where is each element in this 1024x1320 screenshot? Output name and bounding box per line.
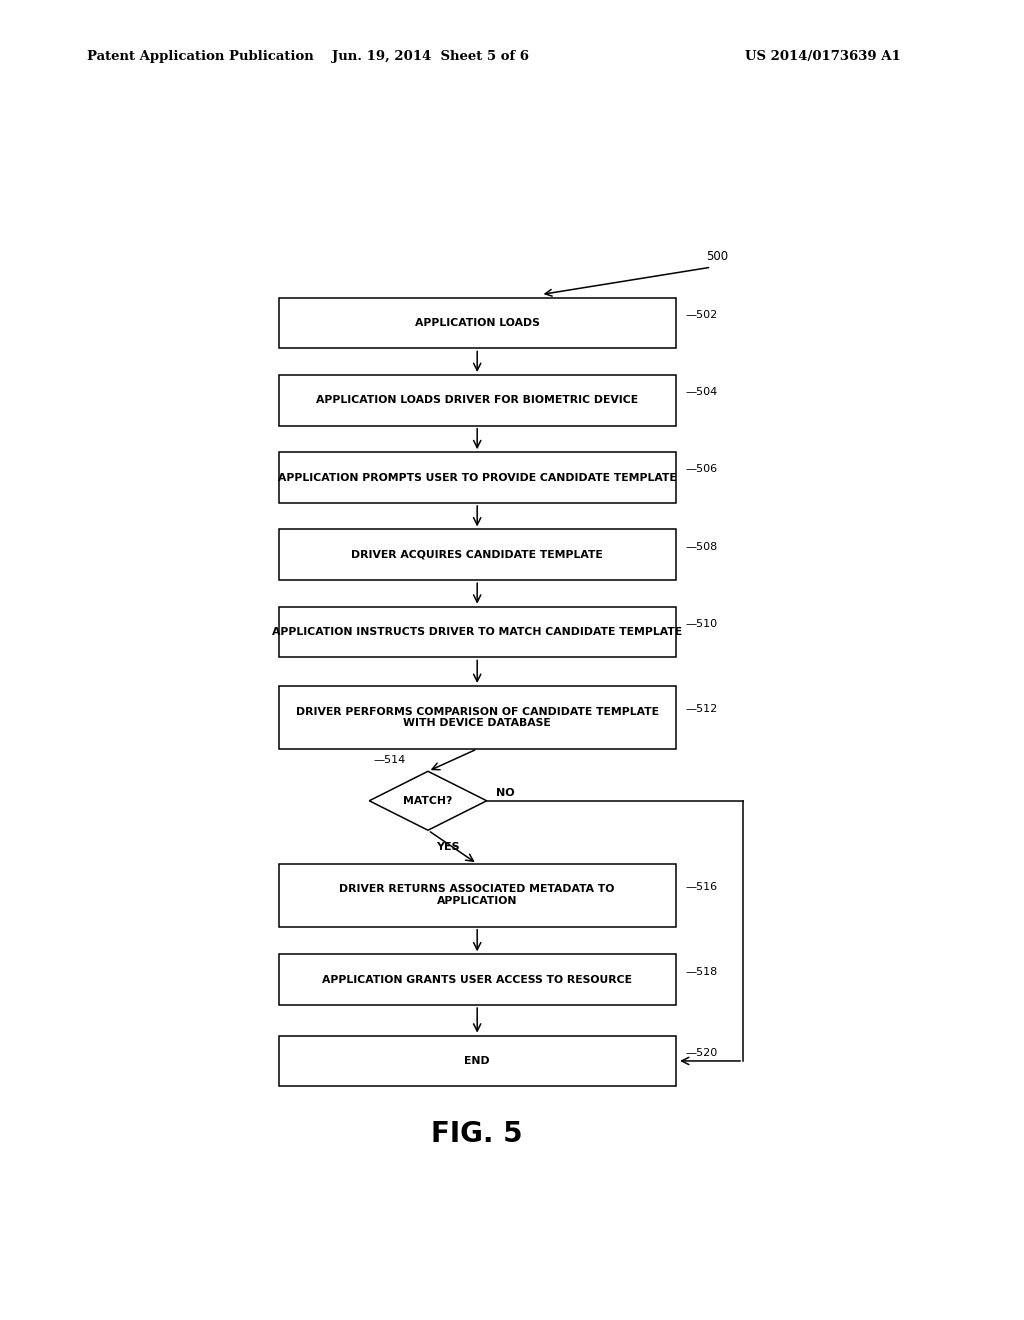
Text: —512: —512: [685, 705, 718, 714]
Bar: [279, 375, 676, 426]
Bar: [279, 607, 676, 657]
Text: —506: —506: [685, 465, 717, 474]
Bar: [279, 954, 676, 1005]
Text: —516: —516: [685, 882, 717, 892]
Text: APPLICATION LOADS: APPLICATION LOADS: [415, 318, 540, 329]
Text: Patent Application Publication: Patent Application Publication: [87, 50, 313, 63]
Text: DRIVER PERFORMS COMPARISON OF CANDIDATE TEMPLATE
WITH DEVICE DATABASE: DRIVER PERFORMS COMPARISON OF CANDIDATE …: [296, 706, 658, 729]
Text: —518: —518: [685, 966, 718, 977]
Text: DRIVER ACQUIRES CANDIDATE TEMPLATE: DRIVER ACQUIRES CANDIDATE TEMPLATE: [351, 550, 603, 560]
Text: APPLICATION LOADS DRIVER FOR BIOMETRIC DEVICE: APPLICATION LOADS DRIVER FOR BIOMETRIC D…: [316, 395, 638, 405]
Text: YES: YES: [436, 842, 460, 853]
Bar: [279, 686, 676, 748]
Text: —504: —504: [685, 387, 718, 397]
Bar: [279, 1036, 676, 1086]
Text: FIG. 5: FIG. 5: [431, 1121, 523, 1148]
Text: MATCH?: MATCH?: [403, 796, 453, 805]
Text: 500: 500: [706, 249, 728, 263]
Text: —510: —510: [685, 619, 717, 628]
Text: —520: —520: [685, 1048, 718, 1057]
Text: APPLICATION INSTRUCTS DRIVER TO MATCH CANDIDATE TEMPLATE: APPLICATION INSTRUCTS DRIVER TO MATCH CA…: [272, 627, 682, 638]
Text: Jun. 19, 2014  Sheet 5 of 6: Jun. 19, 2014 Sheet 5 of 6: [332, 50, 528, 63]
Text: —502: —502: [685, 310, 718, 319]
Text: NO: NO: [497, 788, 515, 797]
Bar: [279, 297, 676, 348]
Text: END: END: [464, 1056, 490, 1067]
Text: DRIVER RETURNS ASSOCIATED METADATA TO
APPLICATION: DRIVER RETURNS ASSOCIATED METADATA TO AP…: [340, 884, 614, 906]
Text: APPLICATION PROMPTS USER TO PROVIDE CANDIDATE TEMPLATE: APPLICATION PROMPTS USER TO PROVIDE CAND…: [278, 473, 677, 483]
Text: US 2014/0173639 A1: US 2014/0173639 A1: [745, 50, 901, 63]
Bar: [279, 863, 676, 927]
Text: —514: —514: [373, 755, 406, 766]
Text: —508: —508: [685, 541, 718, 552]
Polygon shape: [370, 771, 486, 830]
Bar: [279, 453, 676, 503]
Text: APPLICATION GRANTS USER ACCESS TO RESOURCE: APPLICATION GRANTS USER ACCESS TO RESOUR…: [323, 974, 632, 985]
Bar: [279, 529, 676, 581]
